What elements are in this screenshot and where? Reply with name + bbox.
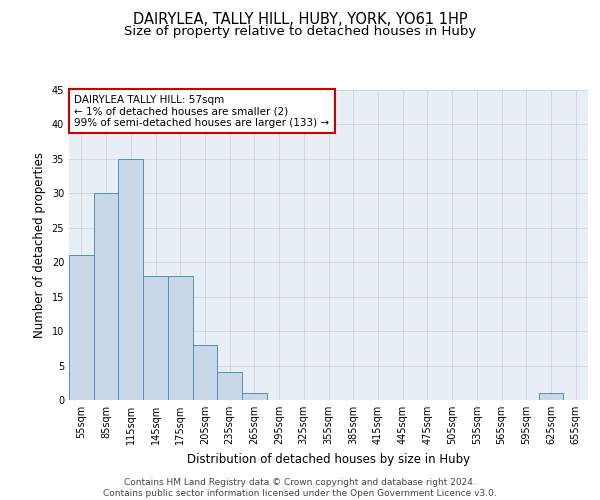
Bar bbox=[217, 372, 242, 400]
Text: DAIRYLEA TALLY HILL: 57sqm
← 1% of detached houses are smaller (2)
99% of semi-d: DAIRYLEA TALLY HILL: 57sqm ← 1% of detac… bbox=[74, 94, 329, 128]
Bar bbox=[168, 276, 193, 400]
Bar bbox=[118, 159, 143, 400]
Bar bbox=[143, 276, 168, 400]
Bar bbox=[69, 256, 94, 400]
Bar bbox=[242, 393, 267, 400]
X-axis label: Distribution of detached houses by size in Huby: Distribution of detached houses by size … bbox=[187, 452, 470, 466]
Bar bbox=[539, 393, 563, 400]
Text: Size of property relative to detached houses in Huby: Size of property relative to detached ho… bbox=[124, 25, 476, 38]
Text: DAIRYLEA, TALLY HILL, HUBY, YORK, YO61 1HP: DAIRYLEA, TALLY HILL, HUBY, YORK, YO61 1… bbox=[133, 12, 467, 28]
Y-axis label: Number of detached properties: Number of detached properties bbox=[33, 152, 46, 338]
Text: Contains HM Land Registry data © Crown copyright and database right 2024.
Contai: Contains HM Land Registry data © Crown c… bbox=[103, 478, 497, 498]
Bar bbox=[94, 194, 118, 400]
Bar bbox=[193, 345, 217, 400]
